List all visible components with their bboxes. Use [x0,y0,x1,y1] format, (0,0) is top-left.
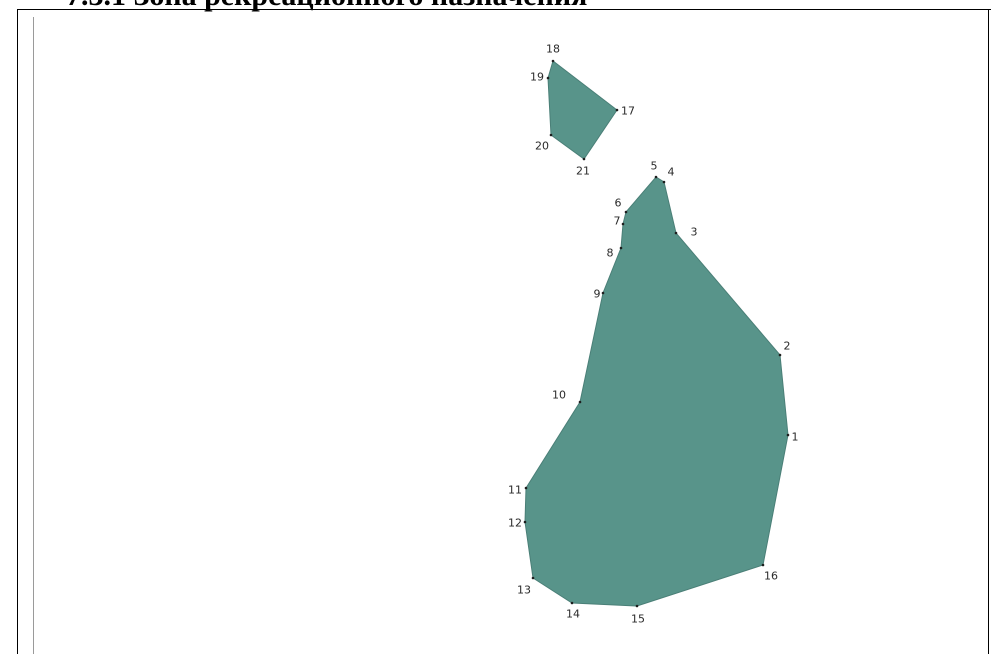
zone-polygon-north [547,60,618,160]
vertex-point [654,175,658,179]
vertex-point [551,59,555,63]
vertex-point [549,133,553,137]
vertex-label: 19 [530,71,544,84]
vertex-label: 1 [792,431,799,444]
vertex-label: 12 [508,517,522,530]
vertex-point [582,157,586,161]
vertex-point [570,601,574,605]
vertex-label: 4 [668,166,675,179]
vertex-labels: 1 2 3 4 5 6 7 8 9 10 11 12 13 14 15 16 1… [508,43,799,626]
vertex-point [674,231,678,235]
vertex-point [546,76,550,80]
vertex-label: 18 [546,43,560,56]
vertex-point [761,563,765,567]
vertex-label: 7 [614,215,621,228]
vertex-label: 15 [631,613,645,626]
vertex-label: 3 [691,226,698,239]
vertex-point [778,353,782,357]
vertex-point [621,222,625,226]
vertex-label: 5 [651,160,658,173]
vertex-label: 14 [566,608,580,621]
vertex-label: 16 [764,570,778,583]
vertex-point [578,400,582,404]
vertex-point [635,604,639,608]
vertex-label: 2 [784,340,791,353]
vertex-point [523,520,527,524]
vertex-label: 17 [621,105,635,118]
vertex-point [662,180,666,184]
table-cell-divider [33,17,34,654]
table-border-top [17,9,991,10]
vertex-point [615,108,619,112]
table-border-right [988,9,989,654]
vertex-label: 8 [607,247,614,260]
vertex-point [619,246,623,250]
vertex-point [524,486,528,490]
vertex-label: 6 [615,197,622,210]
vertex-label: 11 [508,484,522,497]
vertex-label: 13 [517,584,531,597]
vertex-point [786,433,790,437]
vertex-label: 10 [552,389,566,402]
vertex-point [624,210,628,214]
vertex-point [601,291,605,295]
vertex-point [531,576,535,580]
section-heading: 7.3.1 Зона рекреационного назначения [66,0,587,11]
vertex-label: 9 [594,288,601,301]
vertex-label: 20 [535,140,549,153]
table-border-left [17,9,18,654]
vertex-points [523,59,790,608]
vertex-label: 21 [576,165,590,178]
